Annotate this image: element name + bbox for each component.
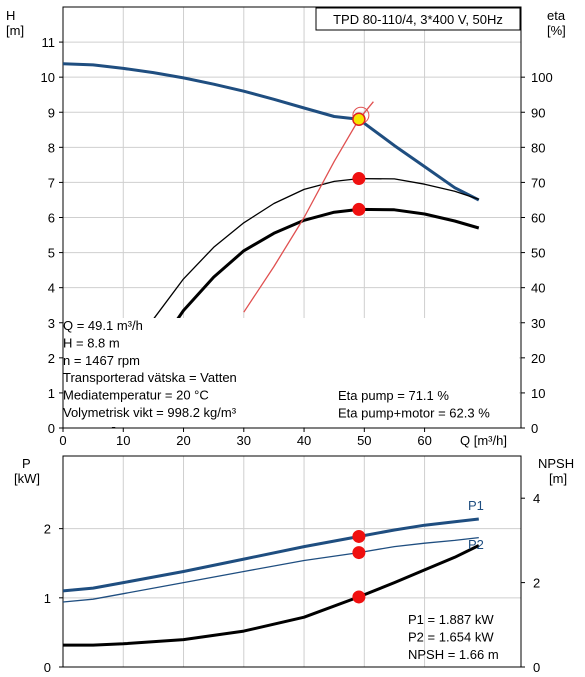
top-y-right-tick-100: 100 [531, 70, 553, 85]
top-x-tick-50: 50 [357, 433, 371, 448]
bottom-info-line-1: P2 = 1.654 kW [408, 629, 494, 644]
top-series-h [63, 62, 480, 202]
top-x-tick-40: 40 [297, 433, 311, 448]
top-y-left-tick-0: 0 [48, 421, 55, 436]
info-left-line-0: Q = 49.1 m³/h [63, 318, 143, 333]
info-left-line-3: Transporterad vätska = Vatten [63, 370, 237, 385]
top-x-tick-10: 10 [116, 433, 130, 448]
top-series-eta-pump [92, 177, 480, 425]
bottom-y-left-tick-0: 0 [44, 660, 51, 675]
bottom-y-right-tick-2: 2 [533, 576, 540, 591]
info-left-line-2: n = 1467 rpm [63, 353, 140, 368]
top-y-right-label: eta [547, 8, 566, 23]
top-y-right-tick-60: 60 [531, 211, 545, 226]
top-y-left-label: H [6, 8, 15, 23]
bottom-marker-2 [352, 590, 366, 604]
curve-label-p2: P2 [468, 537, 484, 552]
top-y-left-tick-4: 4 [48, 281, 55, 296]
top-y-right-tick-80: 80 [531, 140, 545, 155]
top-y-left-tick-10: 10 [41, 70, 55, 85]
curve-label-p1: P1 [468, 498, 484, 513]
bottom-info-line-2: NPSH = 1.66 m [408, 647, 499, 662]
bottom-y-left-label: P [22, 456, 31, 471]
bottom-y-left-tick-2: 2 [44, 522, 51, 537]
top-marker-0 [352, 112, 366, 127]
top-marker-1 [352, 172, 366, 186]
info-panel [64, 318, 519, 427]
info-left-line-4: Mediatemperatur = 20 °C [63, 388, 209, 403]
top-y-left-tick-2: 2 [48, 351, 55, 366]
top-y-right-tick-20: 20 [531, 351, 545, 366]
info-right-line-0: Eta pump = 71.1 % [338, 388, 449, 403]
top-plot-frame [62, 6, 522, 429]
top-x-tick-60: 60 [417, 433, 431, 448]
info-right-line-1: Eta pump+motor = 62.3 % [338, 405, 490, 420]
top-x-tick-30: 30 [237, 433, 251, 448]
top-x-tick-0: 0 [59, 433, 66, 448]
top-y-left-tick-11: 11 [42, 35, 56, 50]
top-y-left-tick-6: 6 [48, 211, 55, 226]
top-y-right-tick-30: 30 [531, 316, 545, 331]
bottom-y-left-tick-1: 1 [44, 591, 51, 606]
bottom-series-p1 [63, 517, 479, 593]
chart-title-box [315, 7, 521, 31]
bottom-marker-0 [352, 529, 366, 543]
top-y-left-tick-3: 3 [48, 316, 55, 331]
bottom-info-line-0: P1 = 1.887 kW [408, 612, 494, 627]
info-left-line-1: H = 8.8 m [63, 335, 120, 350]
top-marker-2 [352, 202, 366, 216]
bottom-y-right-label: NPSH [538, 456, 574, 471]
top-y-right-unit: [%] [547, 23, 566, 38]
top-x-label: Q [m³/h] [460, 433, 507, 448]
info-left-line-5: Volymetrisk vikt = 998.2 kg/m³ [63, 405, 237, 420]
top-y-left-tick-1: 1 [48, 386, 55, 401]
bottom-y-right-unit: [m] [549, 471, 567, 486]
top-y-right-tick-0: 0 [531, 421, 538, 436]
top-y-left-tick-8: 8 [48, 140, 55, 155]
top-y-right-tick-70: 70 [531, 175, 545, 190]
top-y-left-tick-9: 9 [48, 105, 55, 120]
bottom-y-right-tick-0: 0 [533, 660, 540, 675]
top-y-left-tick-7: 7 [48, 175, 55, 190]
bottom-plot-frame [62, 455, 522, 668]
top-y-right-tick-90: 90 [531, 105, 545, 120]
top-y-right-tick-10: 10 [531, 386, 545, 401]
bottom-series-p2 [63, 536, 479, 603]
bottom-series-npsh [63, 544, 480, 647]
top-y-right-tick-50: 50 [531, 246, 545, 261]
top-y-right-tick-40: 40 [531, 281, 545, 296]
top-y-left-unit: [m] [6, 23, 24, 38]
chart-title: TPD 80-110/4, 3*400 V, 50Hz [333, 12, 503, 27]
top-x-tick-20: 20 [176, 433, 190, 448]
bottom-y-left-unit: [kW] [14, 471, 40, 486]
top-y-left-tick-5: 5 [48, 246, 55, 261]
bottom-marker-1 [352, 546, 366, 560]
bottom-y-right-tick-4: 4 [533, 491, 540, 506]
